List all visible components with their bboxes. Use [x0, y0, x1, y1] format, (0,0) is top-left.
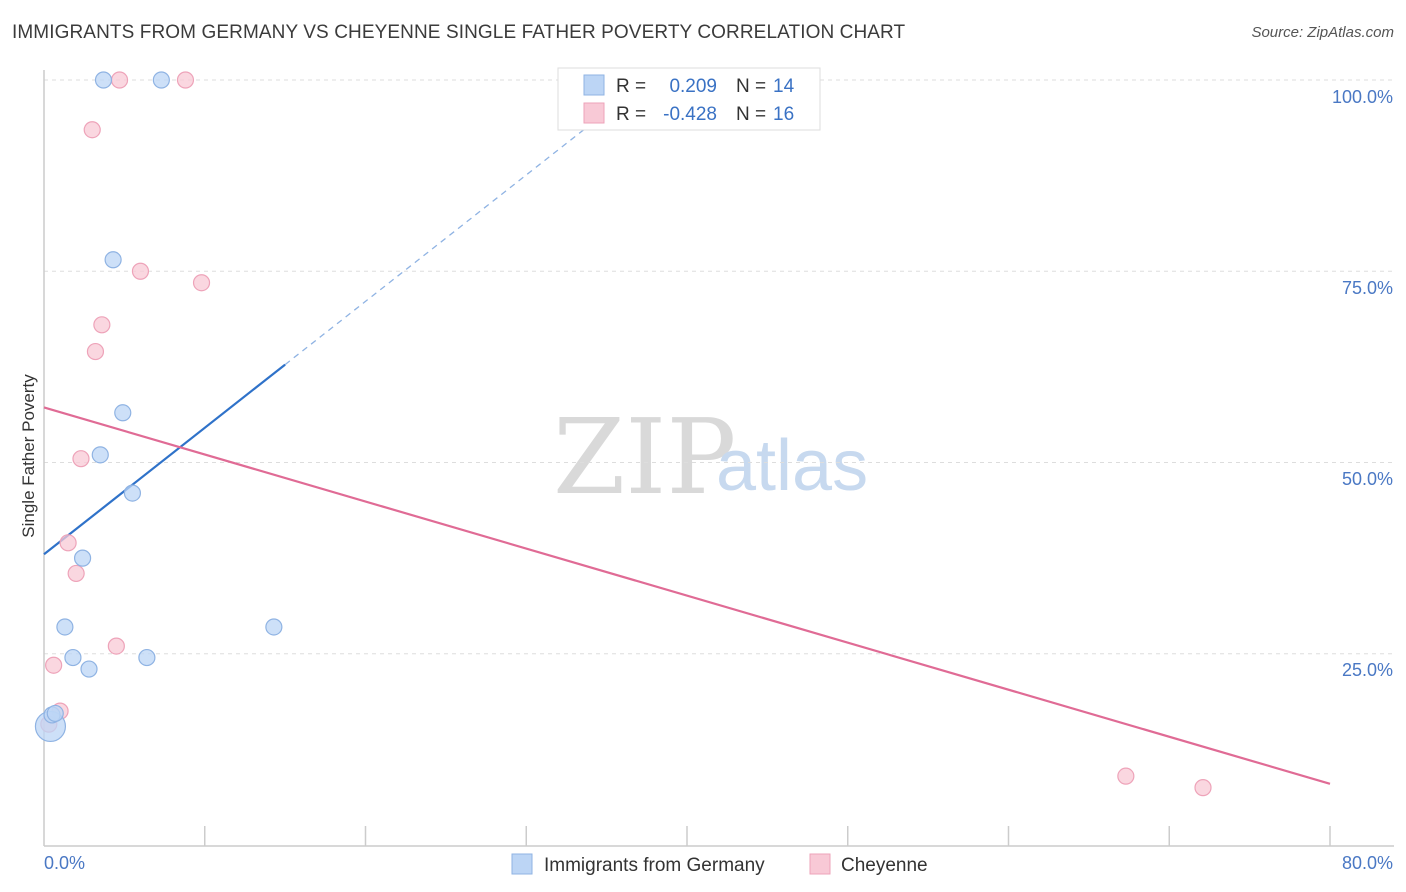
r-value: 0.209	[669, 76, 717, 97]
cheyenne-point	[83, 121, 101, 139]
y-axis-label: Single Father Poverty	[19, 374, 38, 538]
germany-point	[152, 71, 170, 89]
germany-point	[56, 618, 74, 636]
watermark-zip: ZIP	[553, 396, 736, 518]
germany-point	[265, 618, 283, 636]
germany-trend-extension	[284, 98, 624, 366]
cheyenne-point	[86, 342, 105, 361]
stats-legend: R = 0.209 N = 14 R = -0.428 N = 16	[557, 67, 821, 131]
germany-point	[94, 71, 113, 89]
y-tick-label: 100.0%	[1332, 87, 1393, 107]
cheyenne-point	[45, 656, 63, 674]
cheyenne-point	[1194, 779, 1212, 797]
germany-point	[104, 251, 122, 269]
germany-trend-line	[43, 363, 286, 556]
chart-title: IMMIGRANTS FROM GERMANY VS CHEYENNE SING…	[12, 22, 906, 43]
cheyenne-point	[93, 316, 111, 334]
y-tick-labels: 25.0% 50.0% 75.0% 100.0%	[1332, 87, 1393, 680]
r-label: R =	[616, 104, 646, 125]
x-tick-label: 80.0%	[1342, 853, 1393, 873]
cheyenne-point	[1117, 767, 1135, 785]
cheyenne-point	[176, 71, 195, 89]
germany-point	[91, 446, 109, 464]
cheyenne-point	[67, 564, 85, 583]
germany-point	[123, 484, 142, 502]
y-tick-label: 25.0%	[1342, 660, 1393, 680]
legend-swatch-cheyenne	[809, 853, 831, 875]
cheyenne-point	[192, 274, 211, 292]
watermark: ZIP atlas	[553, 396, 868, 518]
data-points	[34, 71, 1212, 797]
legend-label-germany: Immigrants from Germany	[544, 855, 765, 876]
germany-point	[114, 404, 132, 422]
cheyenne-point	[59, 534, 77, 552]
x-tick-labels: 0.0% 80.0%	[44, 853, 1393, 873]
germany-point	[64, 648, 82, 667]
n-label: N =	[736, 104, 766, 125]
blue-swatch	[583, 74, 605, 96]
y-tick-label: 50.0%	[1342, 469, 1393, 489]
cheyenne-trend-line	[43, 406, 1331, 785]
germany-point	[73, 549, 92, 567]
n-value: 16	[773, 104, 794, 125]
series-legend: Immigrants from Germany Cheyenne	[511, 853, 928, 876]
source-credit: Source: ZipAtlas.com	[1251, 24, 1394, 41]
grid	[44, 79, 1394, 655]
n-label: N =	[736, 76, 766, 97]
legend-swatch-germany	[511, 853, 533, 875]
y-tick-label: 75.0%	[1342, 278, 1393, 298]
watermark-atlas: atlas	[716, 426, 868, 506]
cheyenne-point	[131, 262, 150, 280]
germany-point	[46, 704, 64, 723]
germany-point	[138, 648, 156, 667]
r-label: R =	[616, 76, 646, 97]
legend-label-cheyenne: Cheyenne	[841, 855, 928, 876]
r-value: -0.428	[663, 104, 717, 125]
cheyenne-point	[72, 450, 90, 468]
x-tick-marks	[204, 826, 1331, 846]
cheyenne-point	[107, 637, 125, 655]
pink-swatch	[583, 102, 605, 124]
n-value: 14	[773, 76, 795, 97]
x-tick-label: 0.0%	[44, 853, 85, 873]
trend-lines	[43, 98, 1331, 785]
cheyenne-point	[110, 71, 129, 89]
germany-point	[80, 660, 98, 678]
